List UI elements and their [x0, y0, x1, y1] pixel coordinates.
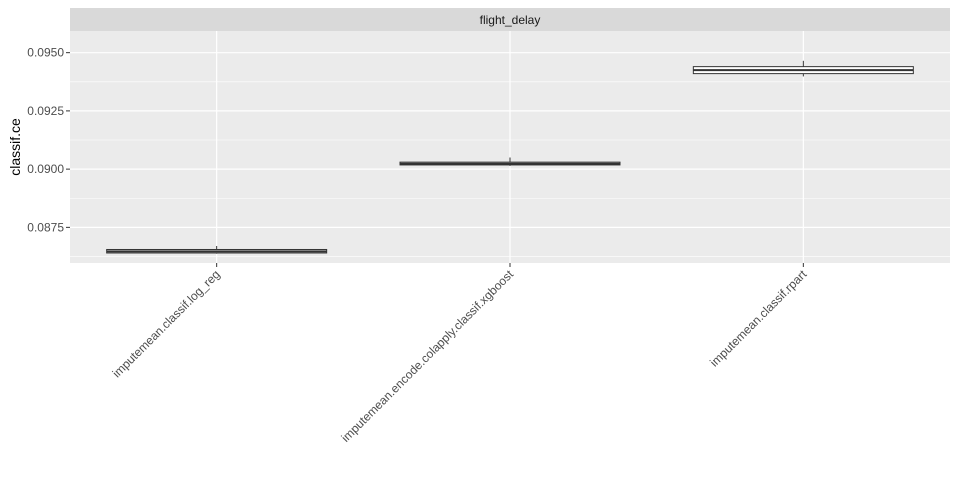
- x-axis: imputemean.classif.log_reg imputemean.enc…: [110, 263, 810, 445]
- box-0: [106, 245, 328, 254]
- y-tick-label-1: 0.0900: [27, 162, 64, 176]
- facet-strip-label: flight_delay: [480, 13, 541, 27]
- x-tick-label-1: imputemean.encode.colapply.classif.xgboo…: [338, 267, 516, 445]
- y-tick-label-2: 0.0925: [27, 104, 64, 118]
- x-tick-label-2: imputemean.classif.rpart: [707, 267, 810, 370]
- grid-major: [70, 31, 950, 263]
- y-axis-title: classif.ce: [7, 118, 23, 176]
- x-tick-label-0: imputemean.classif.log_reg: [110, 267, 223, 380]
- y-tick-label-0: 0.0875: [27, 220, 64, 234]
- boxes: [106, 60, 914, 254]
- strip-background: [70, 8, 950, 31]
- y-tick-label-3: 0.0950: [27, 46, 64, 60]
- box-2: [692, 60, 914, 77]
- box-1: [399, 157, 621, 166]
- y-axis: 0.0875 0.0900 0.0925 0.0950: [27, 46, 70, 234]
